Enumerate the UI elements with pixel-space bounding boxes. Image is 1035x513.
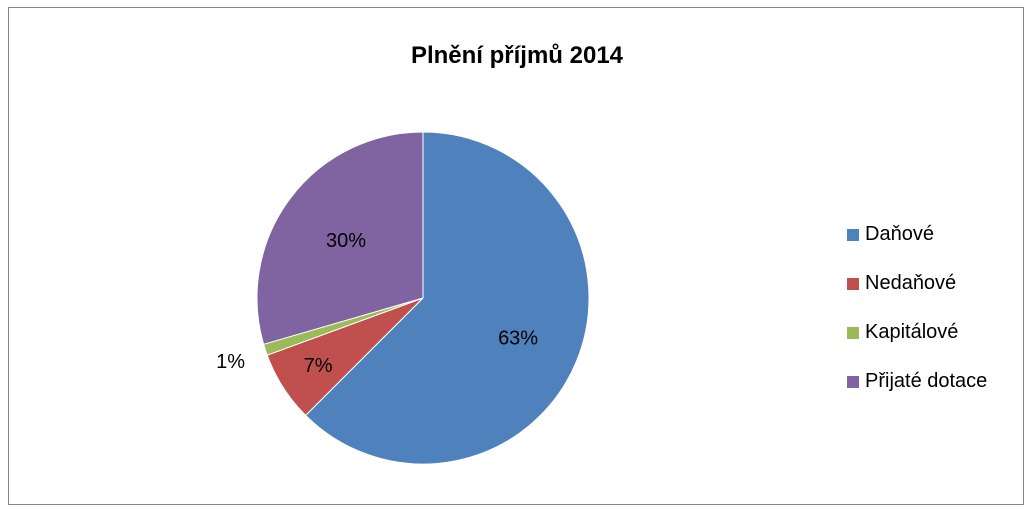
chart-title: Plnění příjmů 2014 [410,42,624,69]
legend-item-prijate-dotace: Přijaté dotace [847,357,987,406]
pie-slice-prijate-dotace [256,131,424,345]
data-label-prijate-dotace: 30% [326,230,366,252]
legend-label-kapitalove: Kapitálové [865,321,959,343]
legend-label-danove: Daňové [865,223,934,245]
legend-swatch-prijate-dotace [847,375,859,388]
legend-swatch-danove [847,228,859,241]
chart-frame: Plnění příjmů 2014 63% 7% 1% 30% Daňové Ned… [8,7,1024,505]
legend-label-prijate-dotace: Přijaté dotace [865,370,988,392]
legend-item-danove: Daňové [847,210,987,259]
pie-slice-danove [304,131,590,465]
data-label-danove: 63% [498,327,538,349]
legend-label-nedanove: Nedaňové [865,272,957,294]
legend-item-nedanove: Nedaňové [847,259,987,308]
pie-chart: 63% 7% 1% 30% [216,131,590,465]
legend: Daňové Nedaňové Kapitálové Přijaté dotac… [847,210,987,406]
data-label-nedanove: 7% [304,355,333,377]
legend-item-kapitalove: Kapitálové [847,308,987,357]
data-label-kapitalove: 1% [216,351,245,373]
legend-swatch-nedanove [847,277,859,290]
legend-swatch-kapitalove [847,326,859,339]
